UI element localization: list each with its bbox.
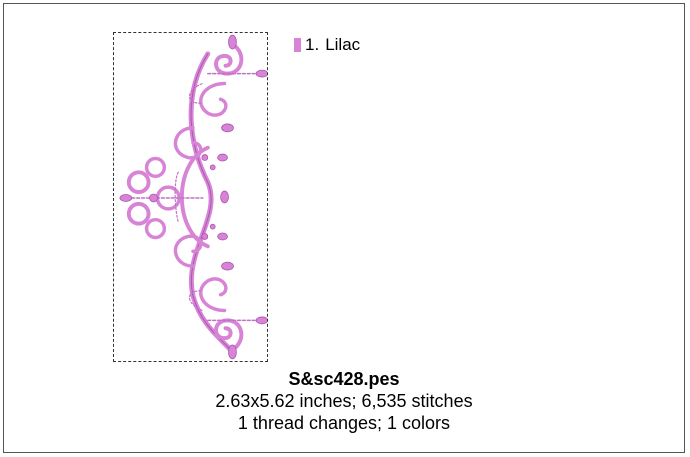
color-legend: 1. Lilac bbox=[294, 35, 360, 55]
design-size-stitches: 2.63x5.62 inches; 6,535 stitches bbox=[215, 391, 473, 411]
design-filename: S&sc428.pes bbox=[288, 369, 400, 389]
color-number: 1. bbox=[305, 35, 320, 54]
design-info: S&sc428.pes 2.63x5.62 inches; 6,535 stit… bbox=[4, 368, 684, 434]
design-thread-changes: 1 thread changes; 1 colors bbox=[237, 413, 451, 433]
embroidery-design-image bbox=[119, 34, 267, 360]
color-name: Lilac bbox=[325, 35, 361, 54]
design-preview bbox=[113, 32, 268, 362]
color-swatch bbox=[294, 38, 301, 52]
design-card: 1. Lilac S&sc428.pes 2.63x5.62 inches; 6… bbox=[3, 3, 685, 453]
